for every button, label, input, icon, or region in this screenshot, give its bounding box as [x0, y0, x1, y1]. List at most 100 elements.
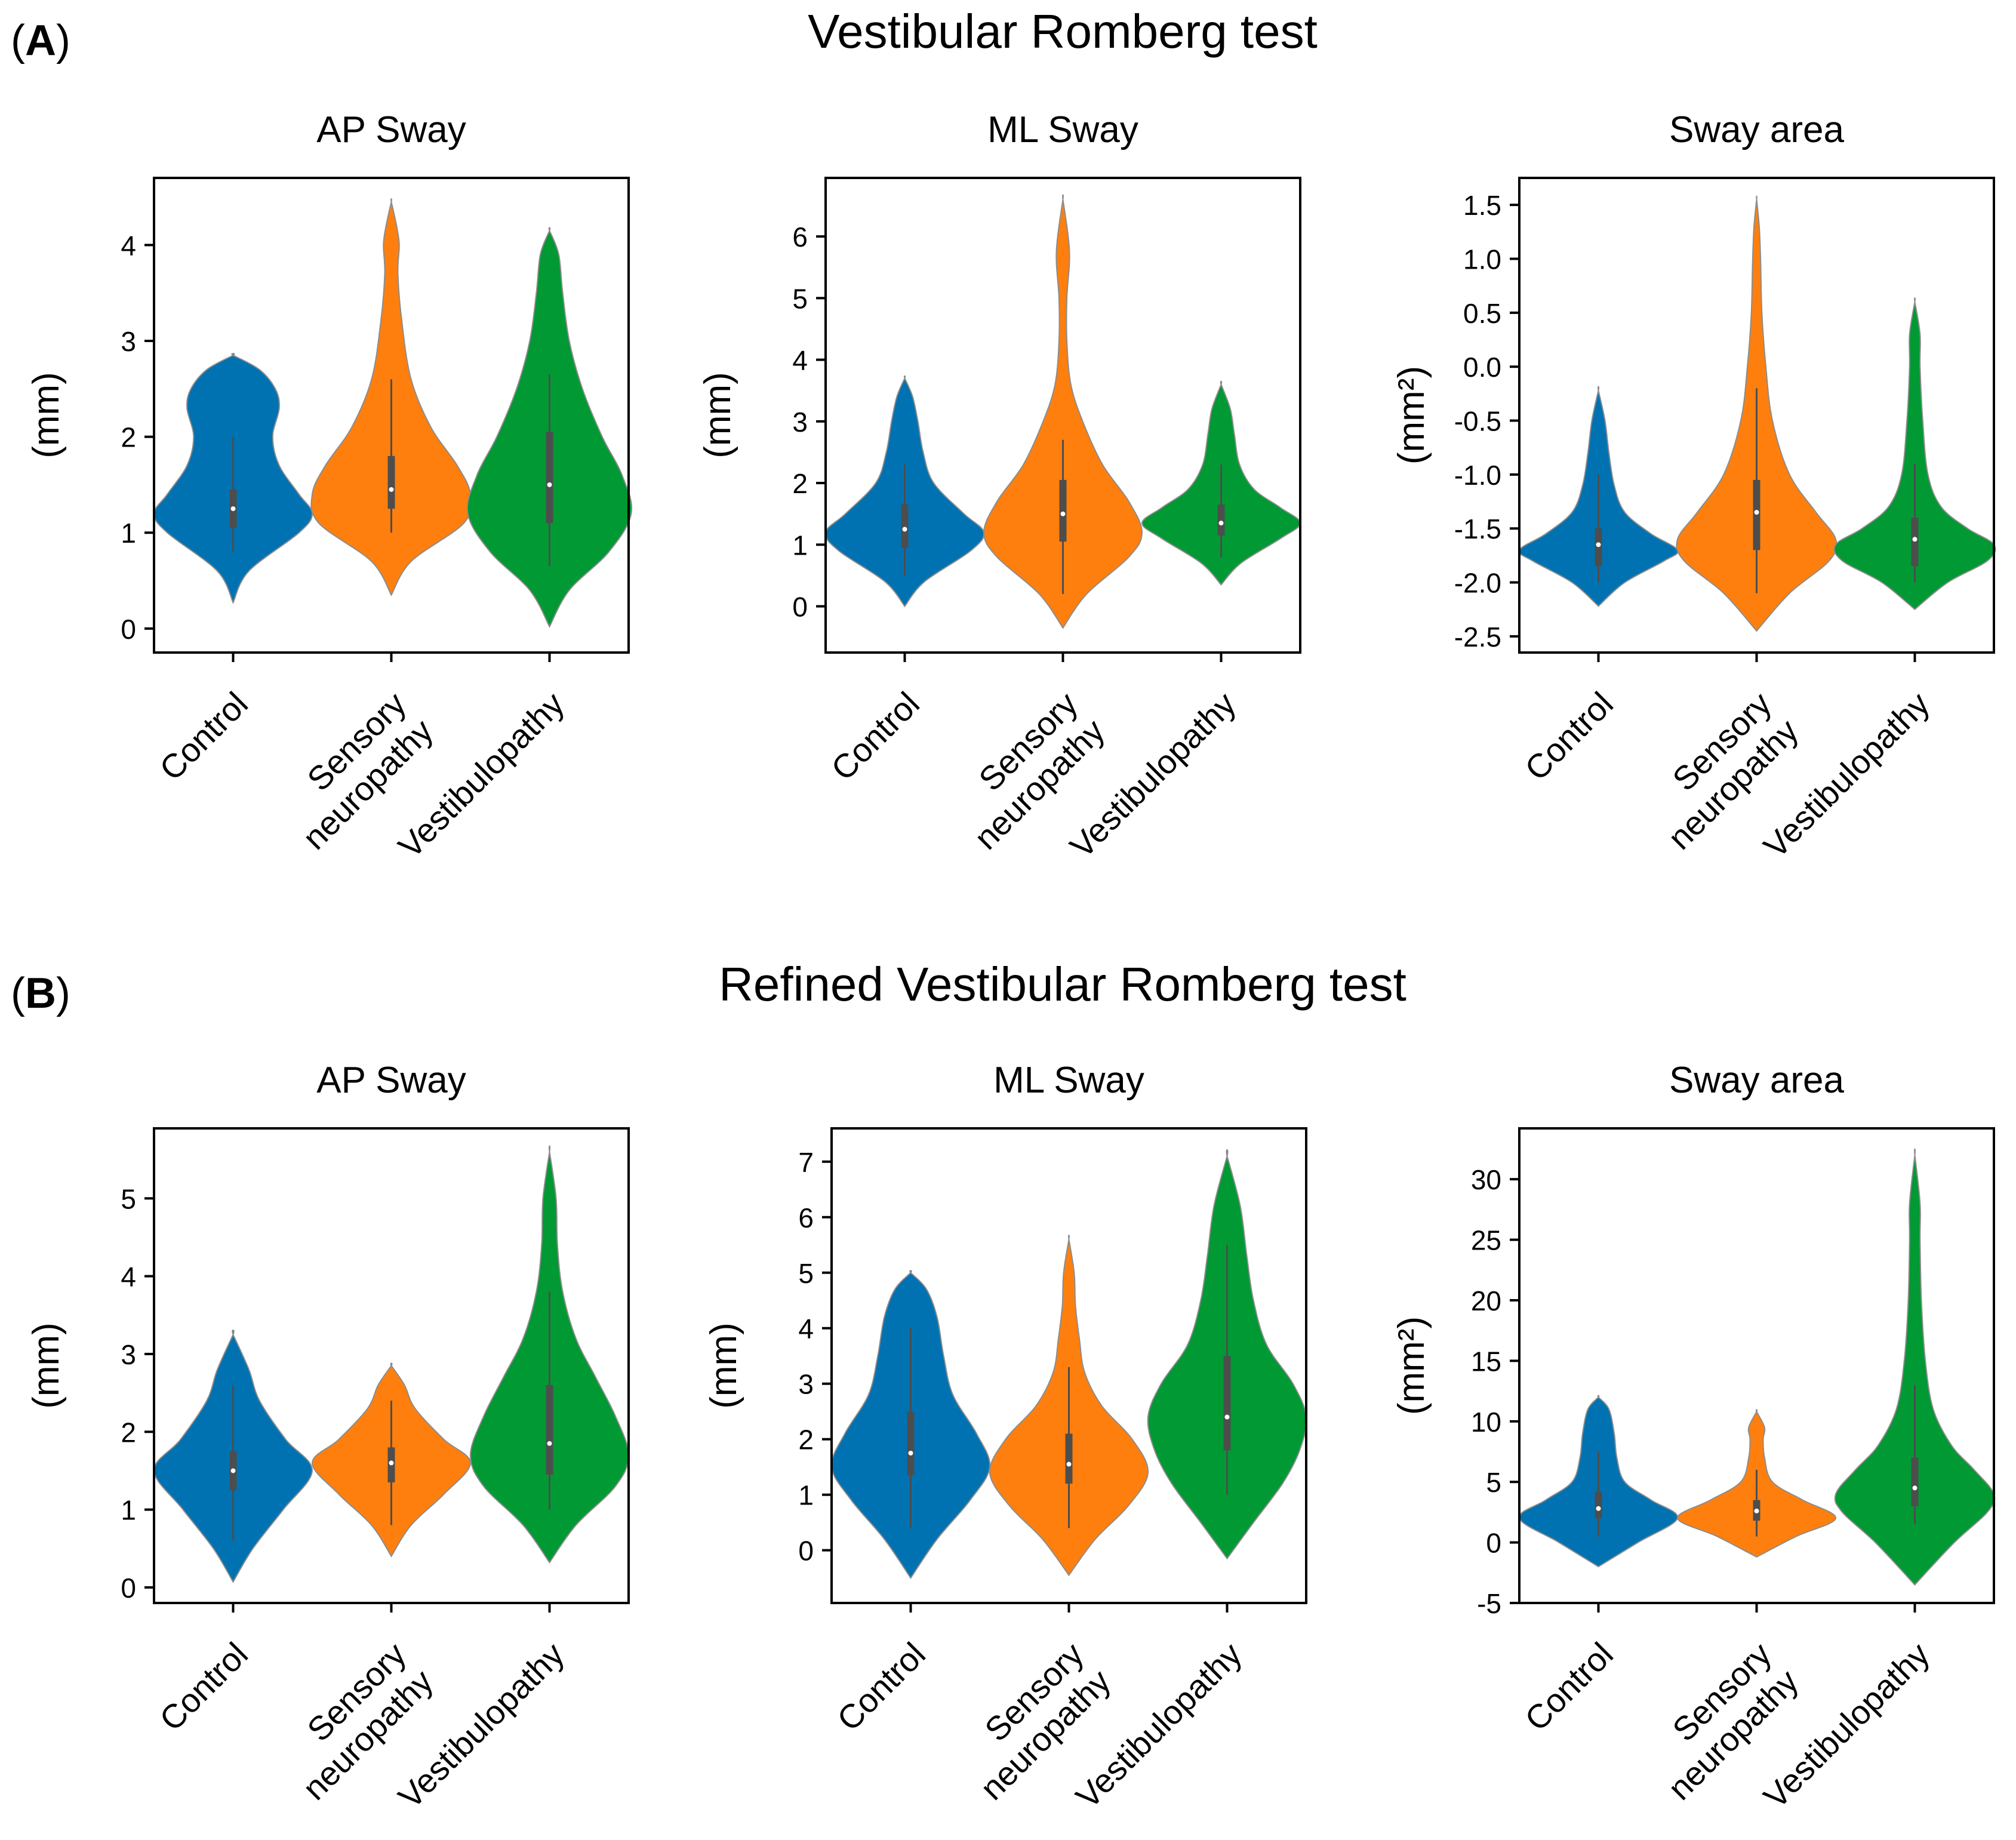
y-tick-label: 5	[121, 1183, 136, 1214]
violin-iqr-box	[907, 1411, 915, 1476]
y-tick-label: 25	[1471, 1225, 1501, 1256]
y-tick-label: 0.0	[1463, 352, 1501, 383]
violin-vestibulopathy	[1834, 1148, 1996, 1586]
violin-sensory-neuropathy	[983, 194, 1143, 629]
violin-iqr-box	[546, 432, 553, 524]
y-tick-label: 4	[798, 1313, 814, 1344]
violin-median	[230, 1468, 236, 1473]
x-tick-label: Vestibulopathy	[1756, 1635, 1937, 1816]
y-tick-label: 20	[1471, 1285, 1501, 1316]
violin-median	[547, 482, 552, 487]
violin-iqr-box	[1065, 1433, 1073, 1484]
y-tick-label: 1	[792, 530, 808, 561]
y-tick-label: 30	[1471, 1164, 1501, 1195]
subplot-title: ML Sway	[993, 1060, 1144, 1101]
violin-iqr-box	[1911, 518, 1919, 567]
x-tick-label: Control	[830, 1635, 932, 1738]
violin-iqr-box	[1595, 528, 1602, 567]
y-tick-label: 0	[121, 614, 136, 645]
x-tick-label: Control	[152, 1635, 255, 1738]
y-tick-label: 4	[121, 230, 136, 261]
x-tick-label-line1: Vestibulopathy	[1063, 685, 1243, 865]
y-tick-label: 2	[121, 1417, 136, 1448]
violin-median	[902, 527, 907, 532]
y-axis-label: (mm²)	[1391, 366, 1432, 464]
violin-iqr-box	[1753, 479, 1760, 550]
y-tick-label: 1	[121, 518, 136, 549]
x-tick-label: Vestibulopathy	[1069, 1635, 1249, 1816]
x-tick-label-line1: Control	[1518, 685, 1620, 787]
violin-median	[1912, 537, 1917, 542]
violin-median	[389, 487, 394, 492]
y-tick-label: 0	[792, 592, 808, 623]
y-tick-label: 10	[1471, 1407, 1501, 1438]
y-tick-label: 4	[792, 345, 808, 376]
y-axis-label: (mm)	[26, 1322, 67, 1409]
y-tick-label: 15	[1471, 1346, 1501, 1377]
x-tick-label-line1: Vestibulopathy	[391, 1635, 571, 1816]
y-axis-label: (mm)	[703, 1322, 744, 1409]
y-tick-label: 5	[792, 283, 808, 314]
y-tick-label: 3	[121, 326, 136, 357]
y-tick-label: 0	[798, 1536, 814, 1567]
y-tick-label: -0.5	[1454, 406, 1501, 437]
violin-iqr-box	[1911, 1457, 1919, 1506]
panel-a-label: (A)	[11, 17, 70, 64]
chart-a-sway-area: Sway area (mm²) -2.5 -2.0 -1.5 -1.0 -0.5 0.0 0.5…	[1391, 109, 1996, 865]
subplot-title: AP Sway	[316, 109, 466, 150]
x-tick-label: Control	[152, 685, 255, 787]
x-tick-label: Vestibulopathy	[391, 1635, 571, 1816]
y-tick-label: 5	[798, 1258, 814, 1289]
x-tick-label-line1: Vestibulopathy	[391, 685, 571, 865]
y-tick-label: -1.5	[1454, 513, 1501, 544]
violin-median	[1596, 542, 1601, 547]
x-tick-label-line1: Control	[1518, 1635, 1620, 1738]
x-tick-label-line1: Vestibulopathy	[1756, 685, 1937, 865]
y-tick-label: 3	[121, 1339, 136, 1370]
x-tick-label-line1: Control	[152, 1635, 255, 1738]
y-tick-label: 2	[792, 468, 808, 499]
y-tick-label: 1.5	[1463, 190, 1501, 221]
y-tick-label: 2	[121, 422, 136, 453]
subplot-title: ML Sway	[987, 109, 1138, 150]
panel-b-label: (B)	[11, 970, 70, 1017]
y-axis-label: (mm)	[26, 372, 67, 459]
violin-iqr-box	[1595, 1491, 1602, 1519]
x-tick-label-line1: Control	[830, 1635, 932, 1738]
y-tick-label: 3	[792, 407, 808, 438]
violin-median	[908, 1450, 913, 1456]
y-tick-label: -1.0	[1454, 460, 1501, 491]
violin-iqr-box	[546, 1385, 553, 1475]
y-tick-label: 5	[1486, 1467, 1501, 1498]
x-tick-label-line1: Control	[824, 685, 927, 787]
y-tick-label: -5	[1477, 1588, 1501, 1619]
violin-median	[1224, 1414, 1230, 1420]
y-axis-label: (mm)	[697, 372, 738, 459]
x-tick-label: Control	[824, 685, 927, 787]
y-tick-label: 3	[798, 1369, 814, 1400]
y-tick-label: 0	[1486, 1528, 1501, 1559]
y-tick-label: 2	[798, 1424, 814, 1456]
y-tick-label: 1	[798, 1480, 814, 1511]
violin-median	[1754, 510, 1759, 515]
y-tick-label: 0	[121, 1573, 136, 1604]
violin-median	[1060, 511, 1066, 516]
violin-median	[1912, 1485, 1917, 1491]
violin-median	[389, 1460, 394, 1466]
x-tick-label: Control	[1518, 685, 1620, 787]
subplot-title: AP Sway	[316, 1060, 466, 1101]
subplot-title: Sway area	[1669, 109, 1844, 150]
violin-iqr-box	[901, 504, 909, 548]
y-tick-label: 0.5	[1463, 298, 1501, 329]
violin-iqr-box	[387, 456, 395, 509]
x-tick-label: Vestibulopathy	[1063, 685, 1243, 865]
y-axis-label: (mm²)	[1391, 1316, 1432, 1415]
violin-iqr-box	[1223, 1356, 1231, 1451]
x-tick-label: Vestibulopathy	[391, 685, 571, 865]
x-tick-label: Vestibulopathy	[1756, 685, 1937, 865]
x-tick-label-line1: Vestibulopathy	[1756, 1635, 1937, 1816]
